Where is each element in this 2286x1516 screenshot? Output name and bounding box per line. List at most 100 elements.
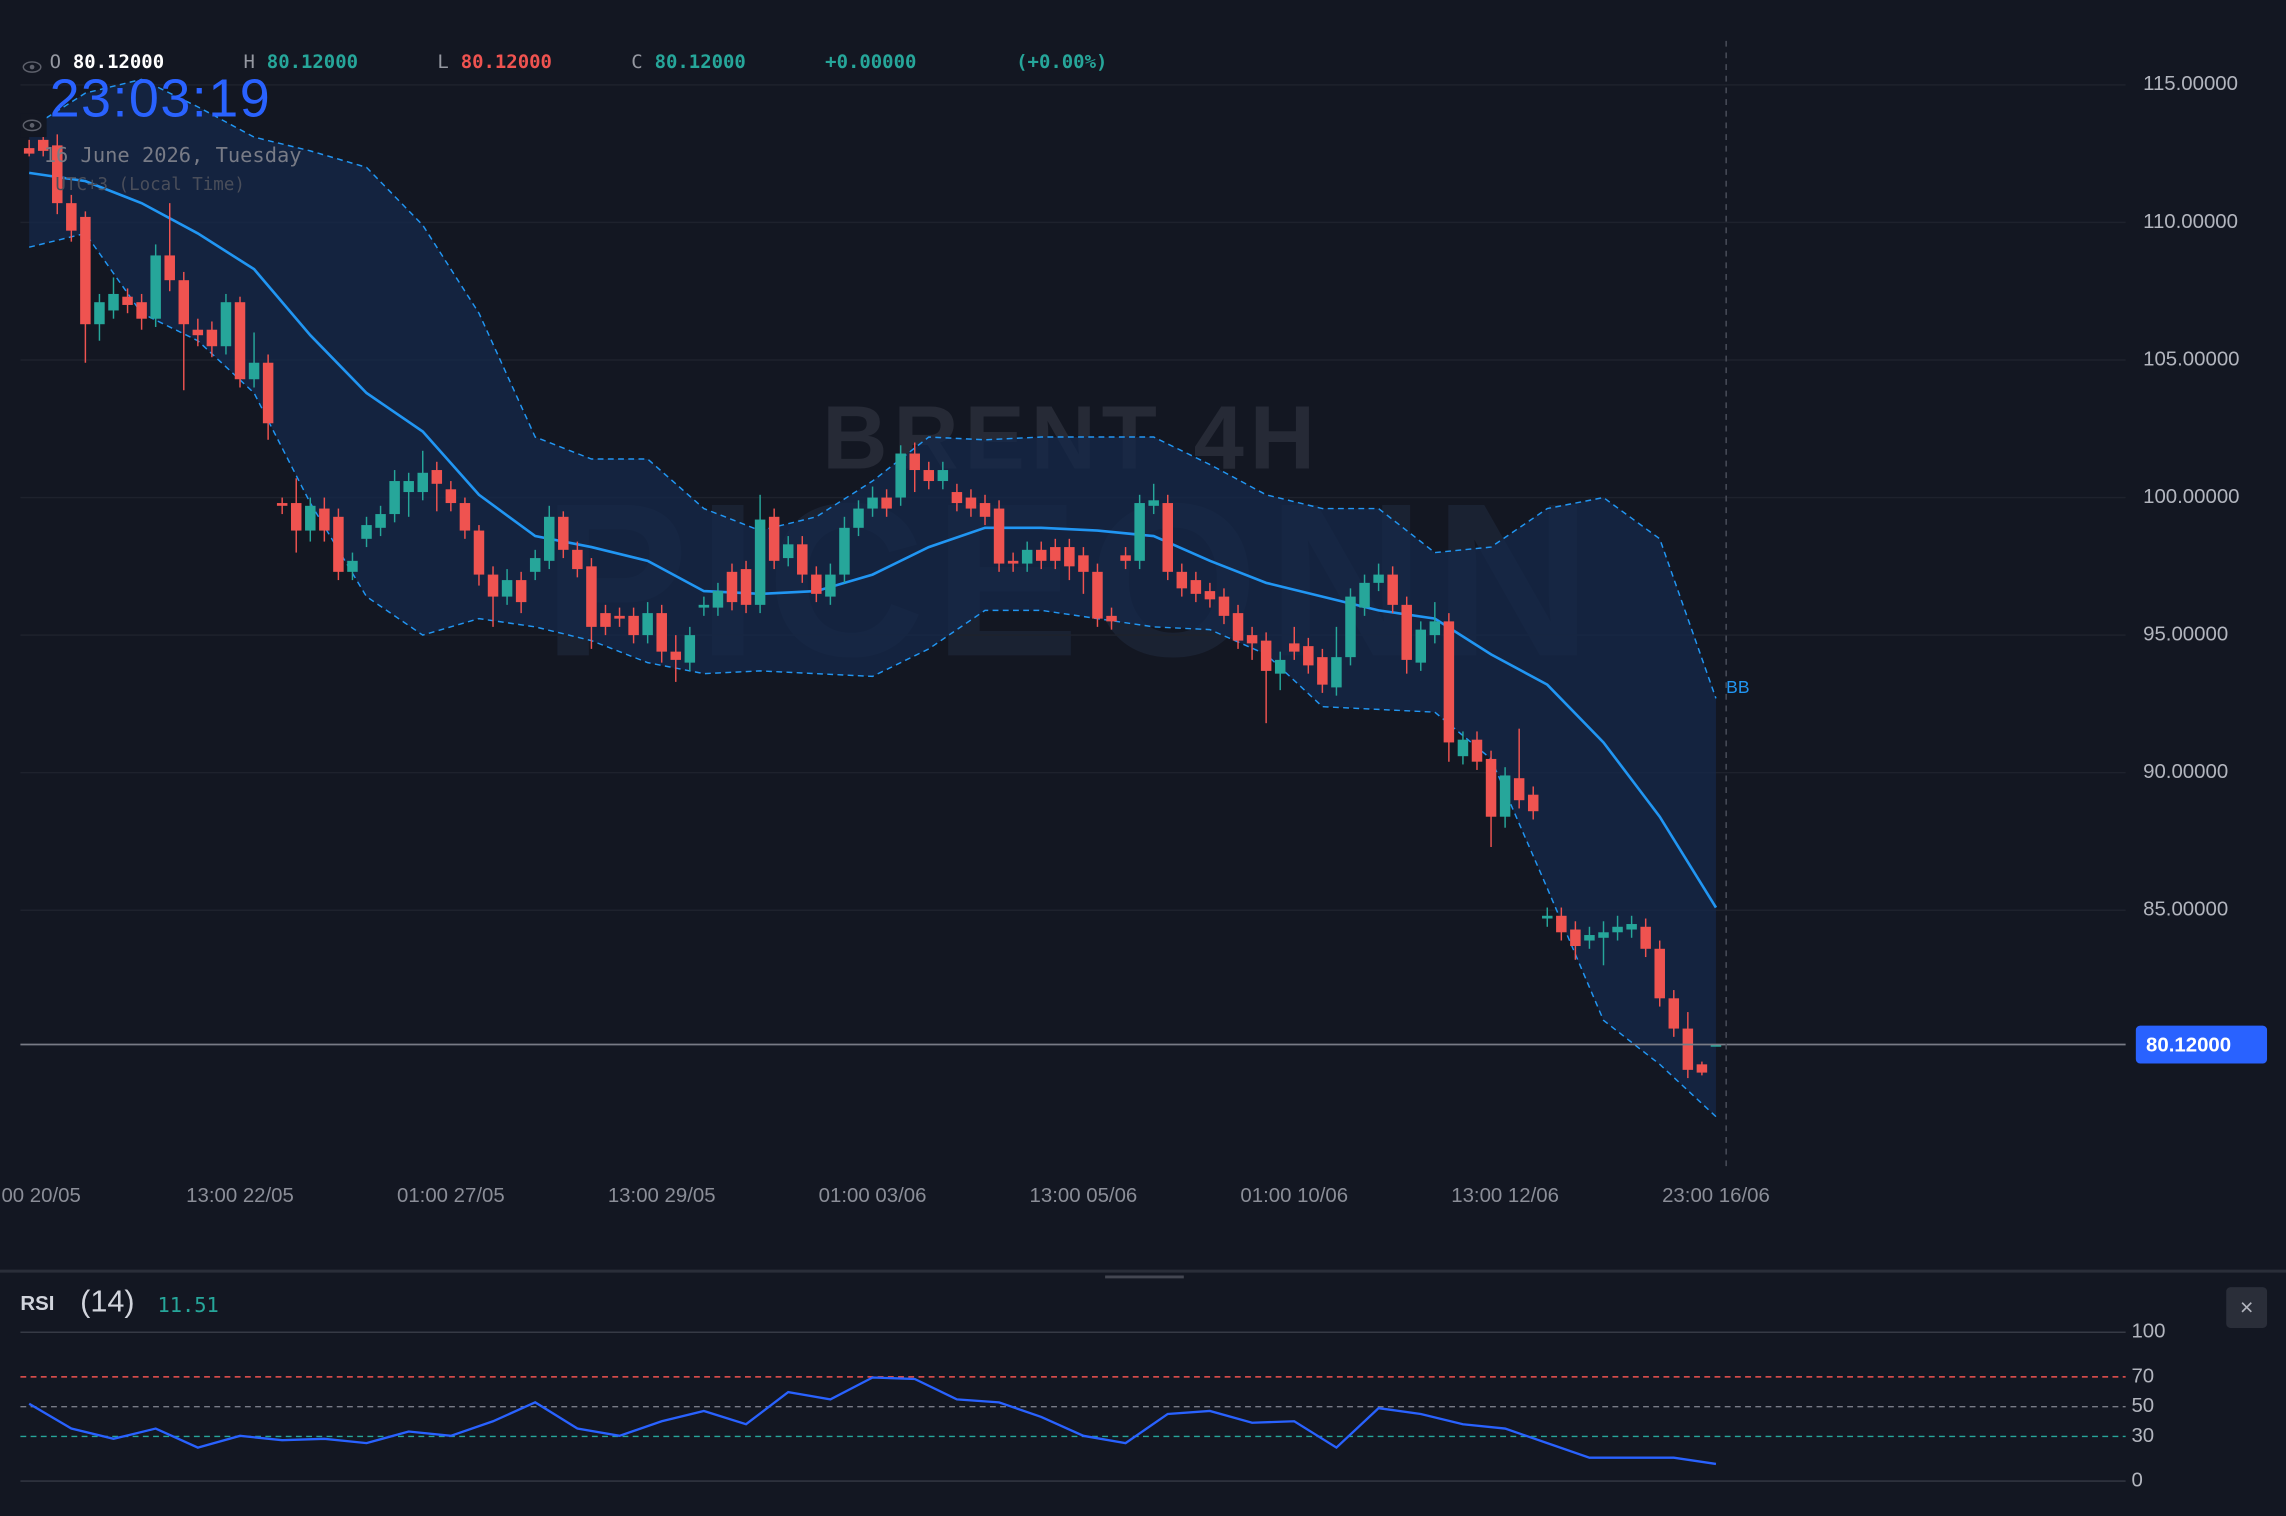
candle-body	[1176, 571, 1188, 589]
candle-body	[150, 255, 161, 319]
candle-body	[895, 453, 906, 498]
candle-body	[670, 651, 682, 660]
x-tick-label: 13:00 29/05	[608, 1185, 716, 1207]
candle-body	[1527, 794, 1539, 812]
candle-body	[515, 580, 527, 603]
close-button-bg[interactable]	[2226, 1287, 2268, 1328]
candle-body	[797, 544, 808, 575]
candle-body	[600, 613, 611, 627]
candle-body	[52, 145, 63, 204]
last-price-label: 80.12000	[2146, 1034, 2231, 1056]
candle-body	[1710, 1044, 1722, 1047]
candle-body	[1542, 915, 1553, 919]
candle-body	[1120, 555, 1131, 561]
candle-body	[347, 560, 358, 572]
rsi-tick-label: 50	[2131, 1395, 2154, 1417]
candle-body	[122, 296, 133, 305]
candle-body	[1485, 758, 1497, 817]
candle-body	[642, 613, 653, 636]
close-button[interactable]: ×	[2226, 1287, 2268, 1328]
candle-body	[1134, 503, 1145, 561]
candle-body	[1654, 948, 1665, 999]
candle-body	[768, 516, 780, 561]
open-label: O	[50, 51, 61, 73]
candle-body	[1457, 739, 1469, 757]
candle-body	[375, 514, 386, 528]
candle-body	[487, 574, 499, 597]
ohlc-header: O 80.12000 H 80.12000 L 80.12000 C 80.12…	[22, 51, 1107, 73]
candle-body	[1050, 547, 1061, 561]
y-tick-label: 110.00000	[2143, 211, 2238, 233]
candle-body	[305, 505, 316, 531]
candle-body	[1303, 646, 1314, 666]
clock-timezone: UTC+3 (Local Time)	[55, 175, 244, 195]
x-tick-label: 00 20/05	[1, 1185, 80, 1207]
candle-body	[417, 472, 428, 493]
candle-body	[192, 329, 204, 336]
y-tick-label: 115.00000	[2143, 73, 2238, 95]
candle-body	[1401, 604, 1412, 660]
candle-body	[923, 470, 935, 482]
x-tick-label: 01:00 27/05	[397, 1185, 505, 1207]
candle-body	[1359, 582, 1370, 608]
close-value: 80.12000	[655, 51, 746, 73]
candle-body	[262, 362, 274, 424]
candle-body	[248, 362, 260, 380]
candle-body	[1668, 998, 1680, 1029]
candle-body	[1471, 739, 1483, 762]
y-tick-label: 90.00000	[2143, 761, 2228, 783]
y-tick-label: 85.00000	[2143, 899, 2228, 921]
candle-body	[1373, 574, 1384, 583]
x-tick-label: 13:00 05/06	[1030, 1185, 1138, 1207]
candle-body	[459, 503, 471, 531]
high-value: 80.12000	[267, 51, 358, 73]
candle-body	[1274, 659, 1286, 674]
candle-body	[558, 516, 569, 550]
candle-body	[206, 329, 218, 347]
close-button-icon[interactable]: ×	[2240, 1294, 2254, 1320]
candle-body	[656, 613, 667, 652]
candle-body	[1640, 926, 1651, 949]
candle-body	[951, 492, 963, 504]
candle-body	[1331, 657, 1342, 688]
candle-body	[1570, 929, 1581, 947]
candle-body	[1556, 915, 1567, 933]
candle-body	[403, 481, 414, 493]
bollinger-fill	[29, 79, 1716, 1117]
x-tick-label: 13:00 12/06	[1451, 1185, 1559, 1207]
candle-body	[1499, 775, 1511, 817]
candle-body	[473, 530, 485, 575]
y-tick-label: 105.00000	[2143, 348, 2239, 370]
candle-body	[1106, 615, 1117, 622]
candle-body	[1246, 635, 1258, 644]
close-label: C	[631, 51, 642, 73]
candle-body	[979, 503, 991, 517]
rsi-tick-label: 100	[2131, 1321, 2165, 1343]
open-value: 80.12000	[73, 51, 164, 73]
candle-body	[108, 293, 119, 311]
candle-body	[1513, 778, 1525, 801]
candle-body	[220, 302, 232, 347]
x-tick-label: 13:00 22/05	[186, 1185, 294, 1207]
candle-body	[782, 544, 794, 559]
candle-body	[431, 470, 443, 484]
candle-body	[136, 302, 147, 319]
candle-body	[361, 525, 372, 539]
candle-body	[1190, 580, 1202, 594]
candle-body	[1260, 640, 1272, 671]
candle-body	[319, 508, 330, 531]
rsi-period: (14)	[80, 1284, 134, 1318]
candle-body	[754, 519, 766, 605]
bollinger-label: BB	[1726, 677, 1749, 697]
eye-icon	[22, 119, 42, 132]
candle-body	[1148, 500, 1159, 506]
candle-body	[881, 497, 892, 509]
candle-body	[1289, 643, 1300, 652]
candle-body	[712, 591, 724, 608]
candle-body	[1612, 926, 1623, 933]
x-tick-label: 01:00 03/06	[819, 1185, 927, 1207]
candle-body	[628, 615, 639, 636]
candle-body	[1204, 591, 1216, 600]
low-value: 80.12000	[461, 51, 552, 73]
